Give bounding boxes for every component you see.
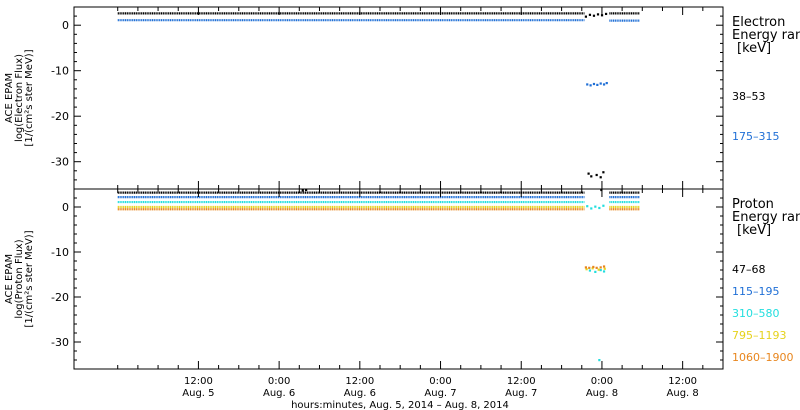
legend-entry: 47–68	[732, 263, 766, 276]
legend-entry: 795–1193	[732, 329, 787, 342]
data-point	[602, 270, 606, 273]
x-tick-label-date: Aug. 7	[505, 388, 537, 399]
legend-title: [keV]	[737, 223, 771, 238]
y-axis-label: log(Electron Flux)	[14, 54, 25, 142]
data-point	[584, 266, 588, 269]
x-tick-label-date: Aug. 5	[182, 388, 214, 399]
legend-entry: 1060–1900	[732, 351, 794, 364]
y-tick-label: -30	[51, 156, 69, 169]
x-axis-label: hours:minutes, Aug. 5, 2014 – Aug. 8, 20…	[291, 400, 509, 410]
data-point	[591, 267, 594, 270]
x-tick-label-time: 12:00	[345, 376, 374, 387]
series-electron-0	[117, 12, 640, 192]
legend-entry: 175–315	[732, 130, 780, 143]
data-point	[590, 175, 593, 178]
y-tick-label: -10	[51, 246, 69, 259]
y-axis-label: ACE EPAM	[4, 73, 15, 123]
data-point	[592, 265, 595, 269]
legend-title: Proton	[732, 197, 774, 212]
data-point	[605, 81, 608, 85]
x-tick-label-time: 12:00	[668, 376, 697, 387]
series-proton-0	[117, 188, 640, 194]
y-tick-label: -30	[51, 336, 69, 349]
y-tick-label: -20	[51, 110, 69, 123]
data-point	[589, 84, 592, 87]
data-point	[600, 188, 603, 192]
legend-entry: 310–580	[732, 307, 780, 320]
data-point	[588, 13, 592, 16]
plot-frame	[73, 188, 724, 370]
electron-panel: 0 -10 -20 -30 ACE EPAM log(Electron Flux) [1/(…	[4, 6, 800, 192]
legend-entry: 115–195	[732, 285, 780, 298]
data-point	[599, 82, 602, 85]
data-point	[590, 207, 593, 210]
y-tick-label: 0	[62, 19, 69, 32]
data-point	[602, 83, 606, 86]
data-point	[588, 269, 592, 272]
series-proton-2	[117, 200, 640, 362]
data-point	[592, 14, 596, 17]
data-point	[584, 15, 588, 18]
series-proton-3	[117, 205, 640, 271]
proton-panel: 0 -10 -20 -30 ACE EPAM log(Proton Flux) [1/(cm…	[4, 188, 800, 370]
y-tick-label: -20	[51, 291, 69, 304]
data-point	[602, 171, 605, 174]
data-point	[596, 83, 599, 87]
data-point	[594, 205, 597, 208]
data-point	[595, 173, 598, 177]
legend-title: [keV]	[737, 41, 771, 56]
data-point	[600, 14, 604, 17]
data-point	[599, 176, 602, 179]
x-tick-label-date: Aug. 6	[344, 388, 376, 399]
data-point	[585, 268, 588, 271]
plot-frame	[73, 6, 724, 190]
x-tick-label-date: Aug. 7	[424, 388, 456, 399]
y-axis-label: [1/(cm²s ster MeV)]	[24, 49, 35, 146]
data-point	[599, 266, 602, 269]
data-point	[599, 269, 602, 272]
x-tick-label-date: Aug. 8	[667, 388, 699, 399]
data-point	[587, 172, 590, 175]
data-point	[598, 359, 601, 362]
y-tick-label: -10	[51, 65, 69, 78]
data-point	[588, 266, 591, 269]
x-tick-label-time: 0:00	[429, 376, 451, 387]
data-point	[595, 266, 598, 269]
x-tick-label-date: Aug. 8	[586, 388, 618, 399]
x-tick-label-time: 0:00	[591, 376, 613, 387]
data-point	[305, 188, 308, 192]
data-point	[597, 268, 600, 271]
data-point	[596, 13, 600, 16]
series-proton-4	[117, 208, 640, 269]
data-point	[602, 204, 605, 207]
legend-title: Electron	[732, 15, 785, 30]
data-point	[592, 82, 596, 86]
legend-title: Energy range	[732, 28, 800, 43]
data-point	[594, 270, 597, 273]
x-tick-label-time: 12:00	[507, 376, 536, 387]
legend-title: Energy range	[732, 210, 800, 225]
data-point	[586, 205, 589, 208]
x-tick-label-time: 12:00	[184, 376, 213, 387]
y-axis-label: [1/(cm²s ster MeV)]	[24, 230, 35, 327]
x-tick-label-date: Aug. 6	[263, 388, 295, 399]
y-axis-label: log(Proton Flux)	[14, 239, 25, 318]
data-point	[603, 267, 606, 270]
y-axis-label: ACE EPAM	[4, 254, 15, 304]
data-point	[586, 83, 589, 86]
data-point	[604, 12, 608, 16]
x-tick-label-time: 0:00	[268, 376, 290, 387]
data-point	[602, 265, 606, 268]
series-electron-1	[117, 19, 640, 87]
data-point	[301, 189, 304, 192]
legend-entry: 38–53	[732, 90, 766, 103]
data-point	[598, 206, 601, 210]
y-tick-label: 0	[62, 201, 69, 214]
